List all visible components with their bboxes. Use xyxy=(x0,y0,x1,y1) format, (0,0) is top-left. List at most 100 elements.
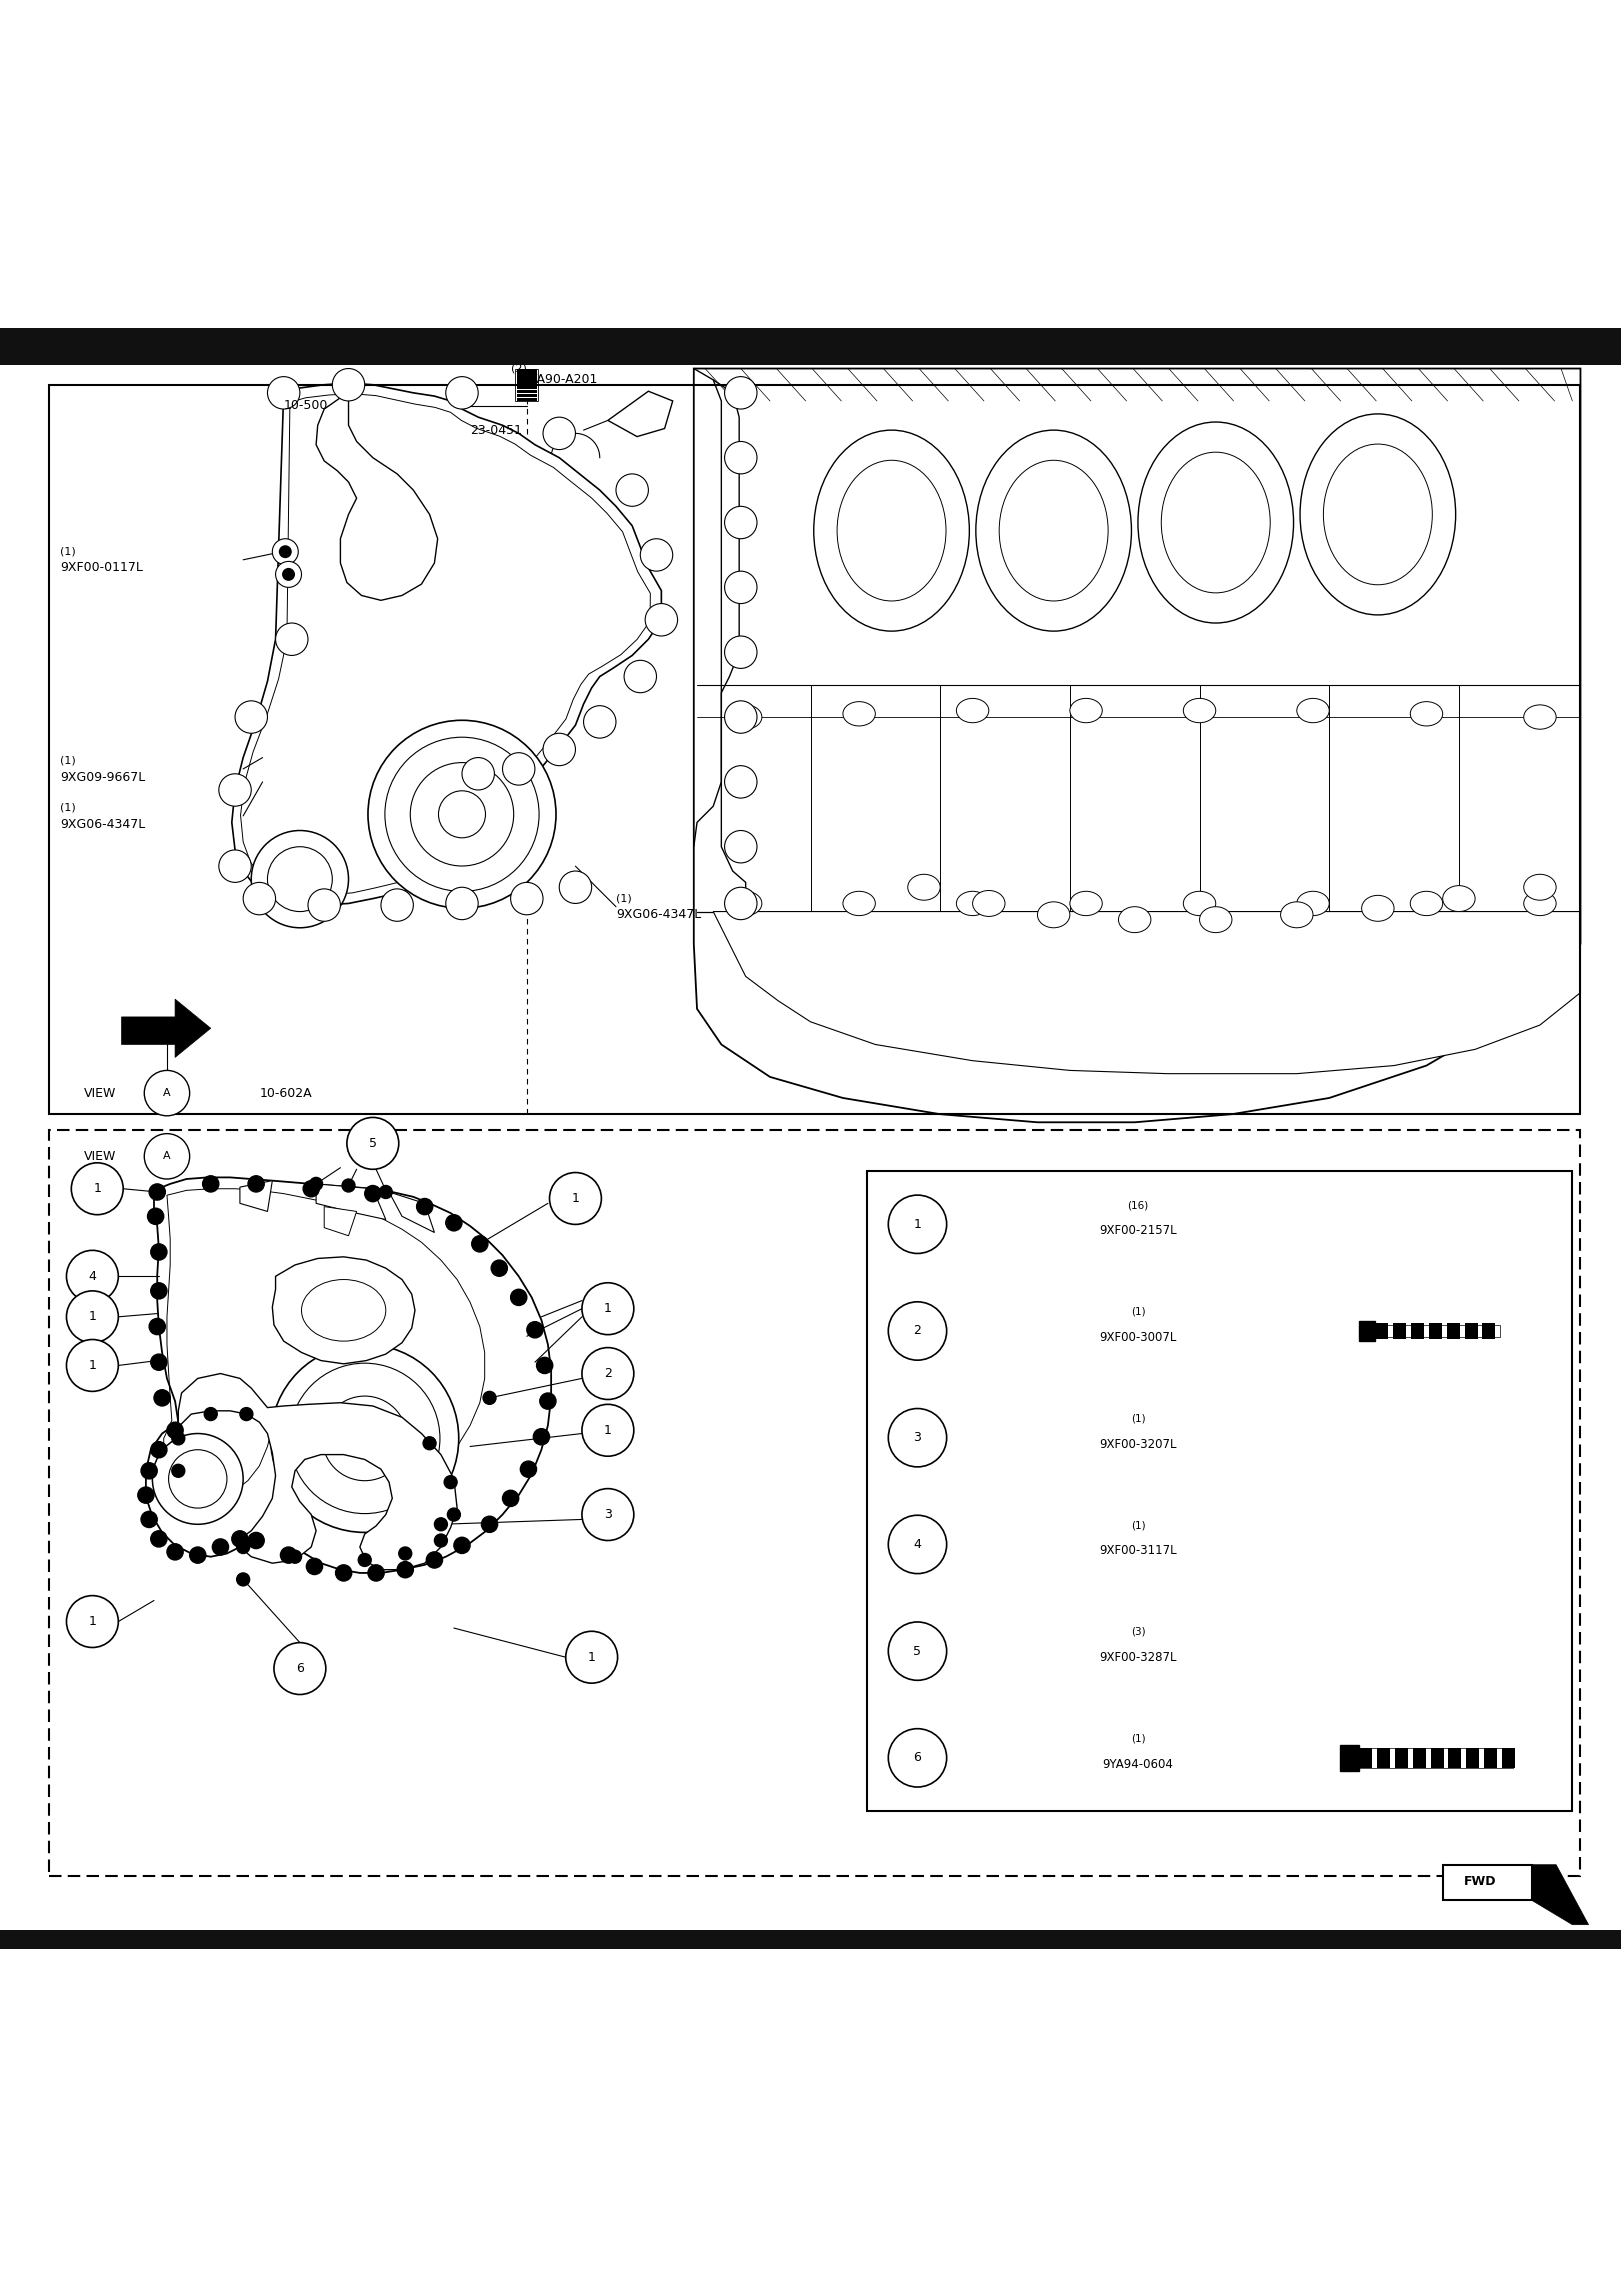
Polygon shape xyxy=(272,1257,415,1364)
Circle shape xyxy=(540,1394,556,1409)
Circle shape xyxy=(447,1507,460,1521)
Circle shape xyxy=(347,1118,399,1170)
Circle shape xyxy=(323,1396,407,1480)
Ellipse shape xyxy=(1138,421,1294,624)
Text: 9XG06-4347L: 9XG06-4347L xyxy=(616,909,702,922)
Circle shape xyxy=(423,1437,436,1450)
Circle shape xyxy=(203,1175,219,1191)
Circle shape xyxy=(154,1389,170,1405)
Ellipse shape xyxy=(908,874,940,899)
Ellipse shape xyxy=(999,460,1109,601)
Bar xyxy=(1431,1749,1444,1767)
Circle shape xyxy=(303,1182,319,1198)
Ellipse shape xyxy=(1300,414,1456,615)
Ellipse shape xyxy=(729,706,762,729)
Bar xyxy=(49,1129,1580,1876)
Ellipse shape xyxy=(814,430,969,631)
Bar xyxy=(1339,1744,1358,1772)
Text: 1: 1 xyxy=(572,1191,579,1205)
Circle shape xyxy=(582,1282,634,1334)
Circle shape xyxy=(279,544,292,558)
Circle shape xyxy=(235,701,267,733)
Ellipse shape xyxy=(1524,890,1556,915)
Ellipse shape xyxy=(956,699,989,722)
Circle shape xyxy=(527,1321,543,1339)
Ellipse shape xyxy=(1200,906,1232,934)
Circle shape xyxy=(71,1164,123,1214)
Text: 4: 4 xyxy=(914,1537,921,1551)
Circle shape xyxy=(267,847,332,911)
Bar xyxy=(515,369,538,401)
Circle shape xyxy=(149,1184,165,1200)
Circle shape xyxy=(141,1462,157,1478)
Ellipse shape xyxy=(1070,890,1102,915)
Bar xyxy=(517,394,537,396)
Text: (3): (3) xyxy=(1130,1628,1146,1637)
Circle shape xyxy=(243,883,276,915)
Circle shape xyxy=(342,1179,355,1191)
Circle shape xyxy=(219,849,251,883)
Polygon shape xyxy=(316,394,438,601)
Circle shape xyxy=(543,733,575,765)
Ellipse shape xyxy=(729,890,762,915)
Circle shape xyxy=(725,572,757,603)
Circle shape xyxy=(248,1532,264,1548)
Text: (16): (16) xyxy=(1127,1200,1149,1209)
Circle shape xyxy=(240,1407,253,1421)
Circle shape xyxy=(280,1546,297,1564)
Circle shape xyxy=(446,888,478,920)
Circle shape xyxy=(503,754,535,786)
Circle shape xyxy=(410,763,514,865)
Circle shape xyxy=(332,369,365,401)
Bar xyxy=(1394,1749,1407,1767)
Text: 4: 4 xyxy=(89,1271,96,1282)
Bar xyxy=(1482,1323,1495,1339)
Bar xyxy=(49,385,1580,1113)
Text: (1): (1) xyxy=(60,804,76,813)
Text: (1): (1) xyxy=(1130,1733,1146,1744)
Text: (1): (1) xyxy=(1130,1307,1146,1316)
Bar xyxy=(1375,1323,1388,1339)
Text: 1: 1 xyxy=(89,1359,96,1373)
Circle shape xyxy=(381,888,413,922)
Text: 9YA94-0604: 9YA94-0604 xyxy=(1102,1758,1174,1772)
Circle shape xyxy=(368,720,556,909)
Circle shape xyxy=(888,1302,947,1359)
Circle shape xyxy=(144,1070,190,1116)
Circle shape xyxy=(426,1553,443,1569)
Circle shape xyxy=(169,1450,227,1507)
Circle shape xyxy=(462,758,494,790)
Circle shape xyxy=(725,831,757,863)
Bar xyxy=(0,328,1621,364)
Text: 1: 1 xyxy=(605,1423,611,1437)
Ellipse shape xyxy=(1362,895,1394,922)
Bar xyxy=(1483,1749,1496,1767)
Bar xyxy=(1358,1321,1375,1341)
Circle shape xyxy=(276,624,308,656)
Circle shape xyxy=(481,1516,498,1532)
Text: 1: 1 xyxy=(94,1182,101,1195)
Circle shape xyxy=(267,376,300,410)
Bar xyxy=(517,369,537,373)
Circle shape xyxy=(219,774,251,806)
Text: 1: 1 xyxy=(914,1218,921,1232)
Ellipse shape xyxy=(843,701,875,726)
Circle shape xyxy=(725,765,757,799)
Circle shape xyxy=(138,1487,154,1503)
Ellipse shape xyxy=(973,890,1005,915)
Text: 1: 1 xyxy=(605,1302,611,1316)
Circle shape xyxy=(888,1728,947,1787)
Circle shape xyxy=(888,1514,947,1573)
Ellipse shape xyxy=(1297,890,1329,915)
Polygon shape xyxy=(232,383,661,904)
Circle shape xyxy=(152,1435,243,1523)
Circle shape xyxy=(537,1357,553,1373)
Ellipse shape xyxy=(1161,453,1271,592)
Circle shape xyxy=(289,1551,302,1564)
Text: (1): (1) xyxy=(616,893,632,904)
Ellipse shape xyxy=(1410,890,1443,915)
Text: A: A xyxy=(164,1088,170,1098)
Ellipse shape xyxy=(1524,706,1556,729)
Bar xyxy=(1465,1323,1478,1339)
Ellipse shape xyxy=(1524,874,1556,899)
